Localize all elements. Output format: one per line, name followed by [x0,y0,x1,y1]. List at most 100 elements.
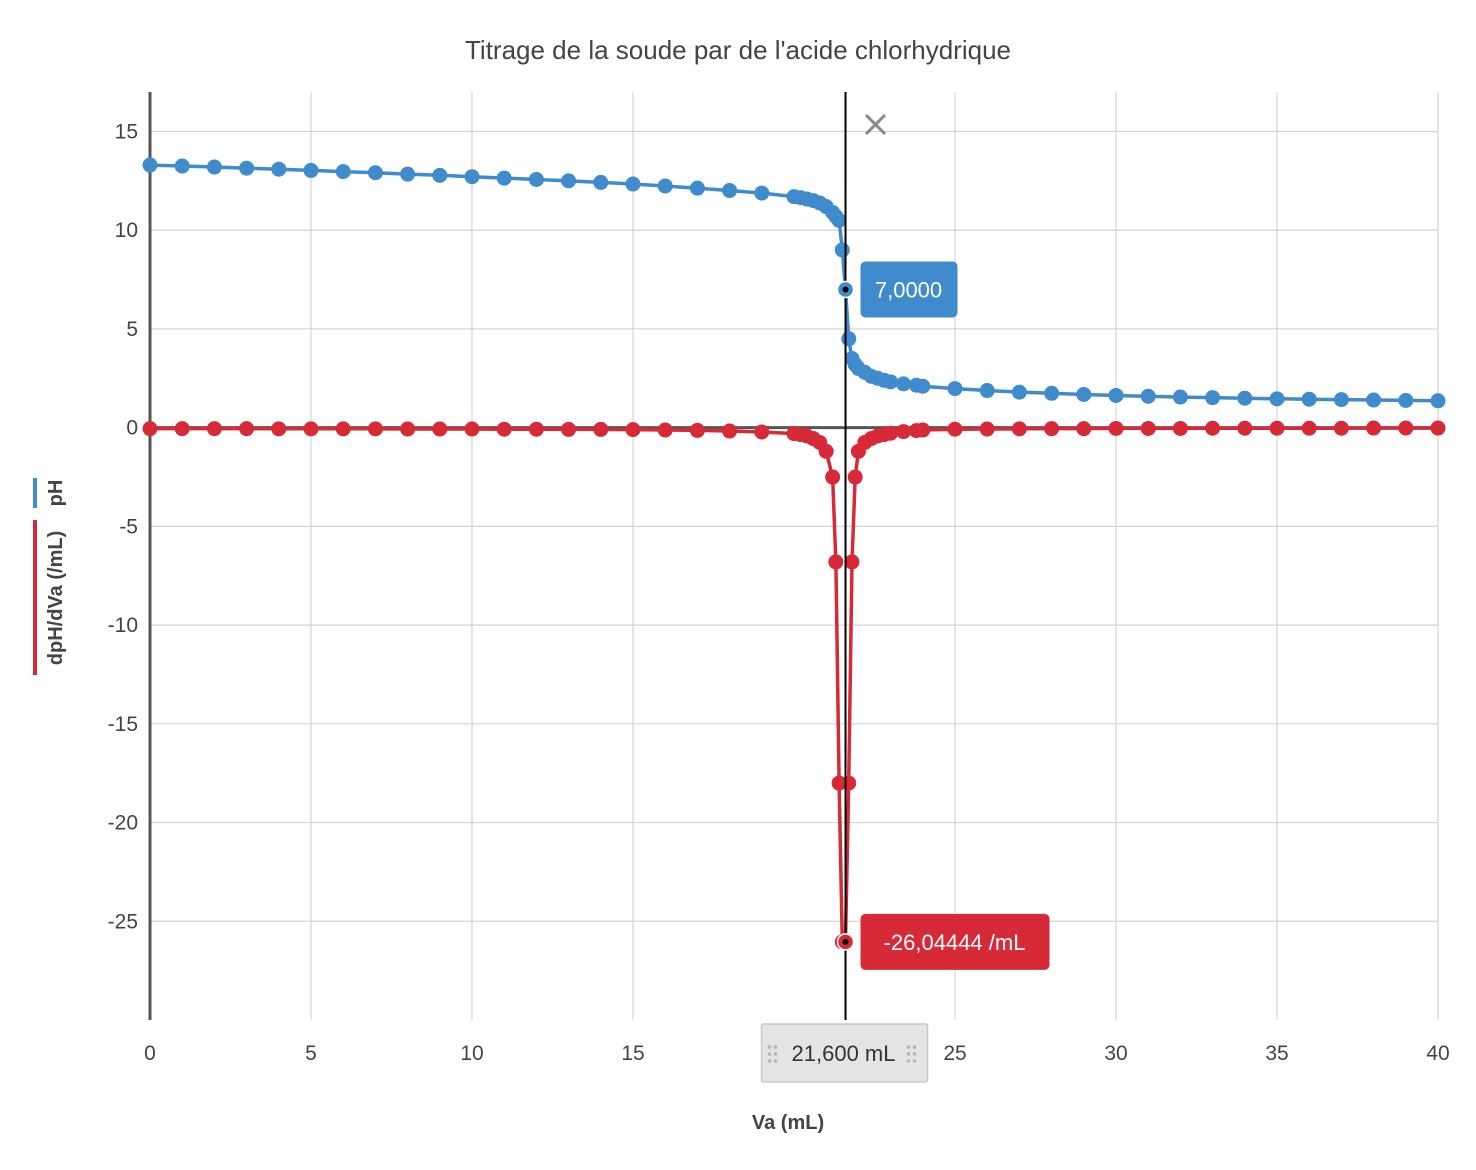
x-tick-label: 40 [1426,1042,1449,1065]
grip-dot [906,1045,911,1049]
x-tick-label: 10 [460,1042,483,1065]
data-point-deriv [895,424,911,440]
data-point-deriv [883,425,899,441]
tooltip-deriv-value: -26,04444 /mL [884,930,1026,955]
data-point-ph [1269,391,1285,407]
y-tick-label: -5 [119,515,138,538]
close-button[interactable] [864,113,887,136]
cursor-marker-ph-center [842,286,849,293]
data-point-deriv [1108,420,1124,436]
data-point-deriv [1398,420,1414,436]
cursor-x-label-box[interactable] [760,1023,929,1083]
data-point-ph [206,159,222,175]
data-point-ph [464,169,480,185]
grid [150,92,1439,1020]
data-point-ph [239,160,255,176]
data-point-ph [979,383,995,399]
y-tick-label: 10 [115,219,138,242]
data-point-ph [335,164,351,180]
data-point-ph [1237,390,1253,406]
drag-handle-left-icon[interactable] [767,1045,778,1063]
data-point-ph [625,176,641,192]
data-point-ph [1398,392,1414,408]
data-point-ph [1011,384,1027,400]
grip-dot [773,1045,778,1049]
y-axis-legend: dpH/dVa (/mL) pH [33,478,67,675]
data-point-ph [834,242,850,258]
data-point-ph [174,158,190,174]
data-point-deriv [174,421,190,437]
data-point-deriv [1333,420,1349,436]
data-point-deriv [561,421,577,437]
data-point-deriv [657,422,673,438]
data-point-deriv [1205,420,1221,436]
data-point-ph [271,161,287,177]
data-point-deriv [754,424,770,440]
legend-swatch-ph [33,478,37,508]
data-point-deriv [847,469,863,485]
data-point-ph [895,376,911,392]
x-tick-label: 5 [305,1042,317,1065]
data-point-deriv [841,775,857,791]
data-point-ph [432,167,448,183]
legend-label-ph: pH [45,480,67,507]
data-point-deriv [947,421,963,437]
data-point-deriv [335,421,351,437]
legend-swatch-deriv [33,520,37,675]
data-point-ph [1044,385,1060,401]
data-point-ph [1333,392,1349,408]
data-point-ph [367,165,383,181]
close-icon-stroke[interactable] [864,113,887,136]
data-point-ph [1205,390,1221,406]
grip-dot [912,1052,917,1056]
y-tick-label: -15 [108,713,138,736]
grip-dot [767,1045,772,1049]
data-point-deriv [825,469,841,485]
data-point-ph [1076,386,1092,402]
grip-dot [906,1052,911,1056]
cursor-x-label[interactable]: 21,600 mL [760,1023,929,1083]
data-point-deriv [496,421,512,437]
data-point-deriv [818,443,834,459]
data-point-deriv [915,422,931,438]
x-tick-label: 35 [1265,1042,1288,1065]
series-ph [142,157,1446,409]
data-point-deriv [593,421,609,437]
data-point-ph [528,171,544,187]
y-tick-label: -20 [108,812,138,835]
data-point-deriv [271,421,287,437]
x-tick-label: 15 [621,1042,644,1065]
data-point-ph [1301,391,1317,407]
data-point-deriv [239,421,255,437]
chart-title: Titrage de la soude par de l'acide chlor… [465,35,1011,65]
drag-handle-right-icon[interactable] [906,1045,917,1063]
legend-label-deriv: dpH/dVa (/mL) [45,531,67,665]
data-point-ph [831,212,847,228]
y-tick-label: -25 [108,910,138,933]
data-point-deriv [1301,420,1317,436]
data-point-deriv [722,423,738,439]
data-point-deriv [1430,420,1446,436]
data-point-deriv [1044,421,1060,437]
data-point-ph [561,173,577,189]
data-point-deriv [528,421,544,437]
grip-dot [906,1059,911,1063]
series-line-deriv [150,426,1438,944]
cursor[interactable]: 7,0000 -26,04444 /mL 21,600 mL [760,92,1050,1083]
data-point-deriv [142,421,158,437]
data-point-ph [1430,393,1446,409]
y-tick-label: -10 [108,614,138,637]
data-point-deriv [1237,420,1253,436]
data-point-deriv [367,421,383,437]
data-point-ph [593,174,609,190]
data-point-deriv [828,554,844,570]
grip-dot [773,1052,778,1056]
tooltip-deriv: -26,04444 /mL [860,913,1050,970]
data-point-ph [947,381,963,397]
data-point-deriv [1269,420,1285,436]
data-point-ph [400,166,416,182]
data-point-deriv [1172,420,1188,436]
data-point-deriv [979,421,995,437]
data-point-ph [1366,392,1382,408]
